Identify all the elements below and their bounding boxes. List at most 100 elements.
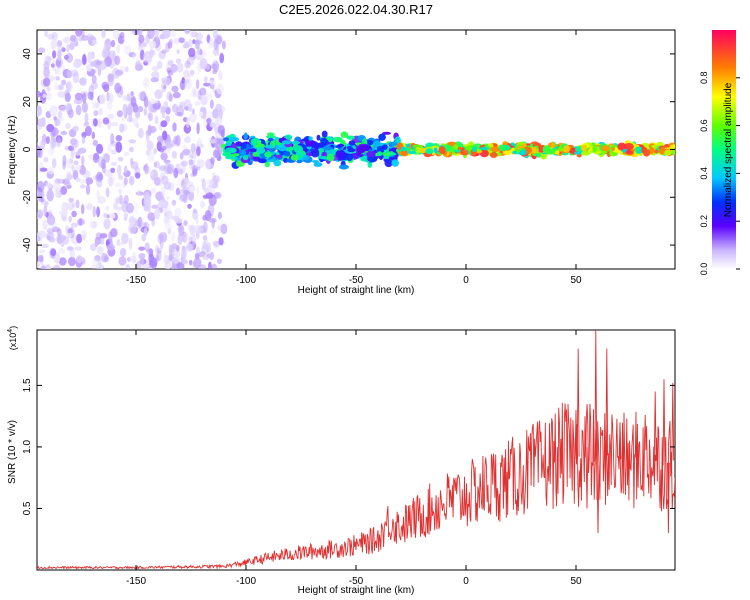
colorbar-tick-label: 0.8 bbox=[699, 72, 709, 85]
heatmap-cell bbox=[179, 101, 186, 108]
heatmap-cell bbox=[199, 87, 207, 96]
heatmap-cell bbox=[555, 150, 560, 155]
heatmap-cell bbox=[37, 91, 41, 98]
heatmap-cell bbox=[151, 71, 160, 80]
heatmap-cell bbox=[248, 148, 257, 153]
heatmap-cell bbox=[82, 170, 91, 179]
heatmap-cell bbox=[204, 159, 211, 171]
heatmap-cell bbox=[71, 222, 79, 228]
heatmap-cell bbox=[183, 220, 188, 226]
heatmap-cell bbox=[617, 142, 627, 151]
heatmap-cell bbox=[113, 182, 122, 187]
heatmap-cell bbox=[222, 151, 232, 157]
heatmap-cell bbox=[81, 229, 87, 241]
heatmap-cell bbox=[91, 39, 98, 45]
heatmap-cell bbox=[338, 164, 349, 170]
heatmap-cell bbox=[74, 246, 82, 251]
colorbar-gradient bbox=[712, 30, 736, 269]
heatmap-cell bbox=[166, 163, 175, 175]
heatmap-cell bbox=[74, 92, 84, 101]
heatmap-cell bbox=[48, 225, 55, 231]
heatmap-cell bbox=[39, 167, 48, 172]
heatmap-cell bbox=[635, 146, 643, 152]
heatmap-cell bbox=[232, 156, 238, 160]
heatmap-cell bbox=[69, 42, 75, 51]
heatmap-cell bbox=[212, 30, 218, 40]
heatmap-cell bbox=[194, 101, 201, 106]
heatmap-cell bbox=[110, 40, 116, 48]
heatmap-cell bbox=[176, 49, 180, 54]
heatmap-cell bbox=[264, 151, 272, 158]
heatmap-cell bbox=[44, 30, 48, 37]
heatmap-cell bbox=[539, 146, 544, 153]
x-tick-label: -50 bbox=[349, 275, 364, 286]
heatmap-cell bbox=[366, 151, 376, 158]
heatmap-cell bbox=[64, 92, 71, 103]
heatmap-cell bbox=[143, 194, 152, 207]
heatmap-cell bbox=[103, 213, 108, 218]
heatmap-cell bbox=[90, 264, 100, 269]
heatmap-cell bbox=[56, 178, 66, 184]
heatmap-cell bbox=[328, 137, 333, 143]
heatmap-cell bbox=[37, 145, 41, 157]
heatmap-cell bbox=[201, 178, 206, 191]
heatmap-cell bbox=[184, 136, 191, 143]
heatmap-cell bbox=[316, 142, 327, 148]
heatmap-cell bbox=[66, 70, 73, 79]
x-tick-label: 0 bbox=[463, 275, 469, 286]
heatmap-cell bbox=[186, 73, 195, 78]
heatmap-cell bbox=[143, 107, 148, 116]
heatmap-cell bbox=[114, 82, 122, 94]
heatmap-cell bbox=[103, 218, 111, 230]
heatmap-cell bbox=[218, 108, 223, 120]
heatmap-cell bbox=[623, 143, 634, 151]
heatmap-cell bbox=[209, 122, 217, 128]
heatmap-cell bbox=[326, 153, 335, 162]
heatmap-cell bbox=[172, 122, 177, 132]
heatmap-cell bbox=[167, 59, 174, 66]
heatmap-cell bbox=[144, 242, 150, 252]
heatmap-cell bbox=[62, 178, 70, 185]
heatmap-cell bbox=[54, 82, 59, 91]
heatmap-cell bbox=[116, 164, 122, 177]
heatmap-cell bbox=[243, 132, 248, 140]
heatmap-cell bbox=[98, 107, 103, 116]
heatmap-cell bbox=[69, 248, 75, 260]
heatmap-cell bbox=[87, 91, 94, 100]
heatmap-cell bbox=[56, 228, 62, 237]
heatmap-cell bbox=[50, 249, 57, 257]
y-tick-label: 40 bbox=[22, 48, 33, 60]
heatmap-cell bbox=[191, 234, 196, 246]
heatmap-cell bbox=[195, 247, 200, 254]
heatmap-cell bbox=[106, 91, 110, 102]
heatmap-cell bbox=[321, 130, 328, 138]
heatmap-cell bbox=[124, 165, 128, 174]
heatmap-cell bbox=[181, 177, 186, 186]
heatmap-cell bbox=[163, 85, 167, 90]
heatmap-cell bbox=[106, 102, 113, 110]
heatmap-cell bbox=[100, 159, 106, 170]
heatmap-cell bbox=[47, 166, 55, 175]
heatmap-cell bbox=[137, 189, 141, 197]
heatmap-cell bbox=[46, 235, 51, 240]
heatmap-cell bbox=[165, 196, 171, 201]
heatmap-cell bbox=[146, 248, 154, 254]
heatmap-cell bbox=[86, 65, 92, 72]
heatmap-cell bbox=[91, 131, 96, 140]
heatmap-cell bbox=[653, 149, 659, 154]
heatmap-cell bbox=[156, 135, 164, 143]
heatmap-cell bbox=[75, 30, 83, 37]
heatmap-cell bbox=[61, 47, 66, 53]
heatmap-cell bbox=[97, 196, 106, 205]
x-tick-label: 0 bbox=[463, 576, 469, 587]
heatmap-cell bbox=[195, 216, 199, 225]
heatmap-cell bbox=[51, 226, 61, 233]
colorbar: 0.0 0.2 0.4 0.6 0.8 Normalized spectral ampl… bbox=[699, 30, 740, 275]
heatmap-cell bbox=[40, 139, 45, 150]
heatmap-cell bbox=[135, 64, 144, 71]
heatmap-cell bbox=[164, 205, 171, 213]
heatmap-cell bbox=[115, 69, 124, 76]
heatmap-cell bbox=[178, 37, 185, 44]
heatmap-cell bbox=[171, 85, 179, 93]
heatmap-cell bbox=[89, 220, 97, 230]
